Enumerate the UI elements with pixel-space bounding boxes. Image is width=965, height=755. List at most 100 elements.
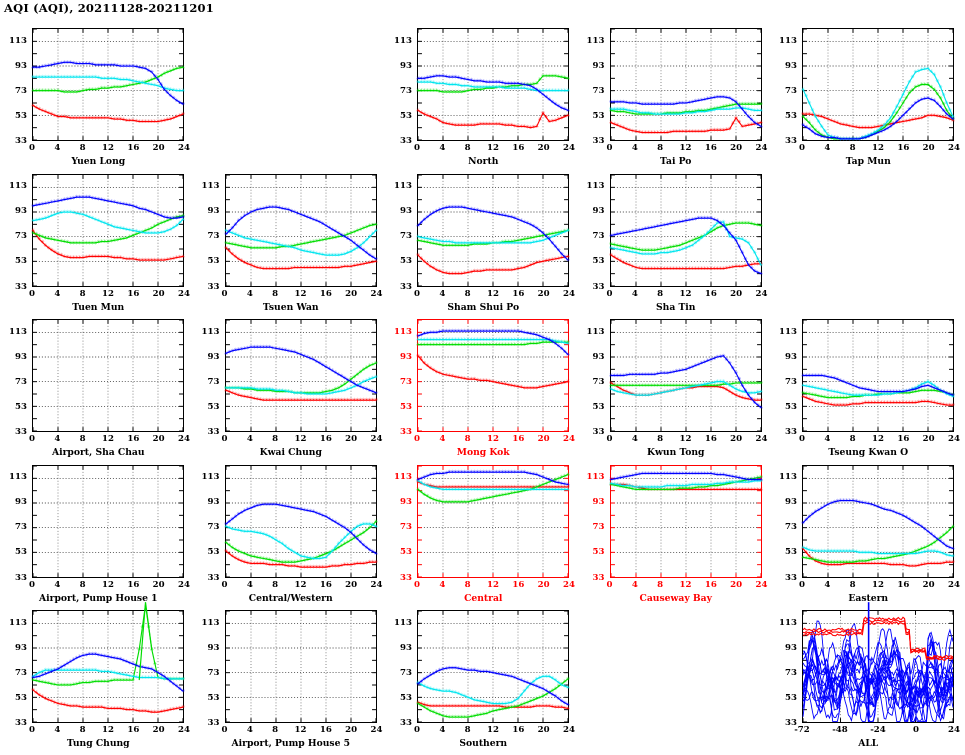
x-tick-label: 16 (127, 288, 140, 299)
svg-text:✳: ✳ (301, 213, 305, 219)
svg-text:✳: ✳ (563, 75, 567, 81)
svg-text:✳: ✳ (752, 398, 756, 404)
svg-text:✳: ✳ (503, 705, 507, 711)
svg-text:✳: ✳ (882, 125, 886, 131)
svg-text:✳: ✳ (733, 387, 737, 393)
svg-text:✳: ✳ (680, 129, 684, 135)
plot-svg-all (802, 602, 954, 723)
svg-text:✳: ✳ (652, 130, 656, 136)
svg-text:✳: ✳ (248, 395, 252, 401)
y-tick-label: 73 (400, 85, 412, 96)
svg-text:✳: ✳ (715, 483, 719, 489)
svg-text:✳: ✳ (137, 257, 141, 263)
svg-text:✳: ✳ (78, 115, 82, 121)
svg-text:✳: ✳ (305, 392, 309, 398)
panel-title-north: North (468, 156, 499, 167)
svg-text:✳: ✳ (46, 681, 50, 687)
svg-text:✳: ✳ (630, 109, 634, 115)
svg-text:✳: ✳ (550, 338, 554, 344)
svg-text:✳: ✳ (31, 203, 35, 209)
svg-text:✳: ✳ (333, 398, 337, 404)
svg-text:✳: ✳ (258, 560, 262, 566)
svg-text:✳: ✳ (882, 400, 886, 406)
x-tick-label: 8 (849, 579, 856, 590)
y-tick-label: 113 (9, 617, 27, 628)
svg-text:✳: ✳ (463, 376, 467, 382)
svg-text:✳: ✳ (758, 380, 762, 386)
svg-text:✳: ✳ (506, 673, 510, 679)
svg-text:✳: ✳ (270, 398, 274, 404)
svg-text:✳: ✳ (125, 256, 129, 262)
svg-text:✳: ✳ (516, 489, 520, 495)
svg-text:✳: ✳ (78, 681, 82, 687)
svg-text:✳: ✳ (494, 85, 498, 91)
x-tick-label: 16 (897, 434, 910, 444)
svg-text:✳: ✳ (923, 82, 927, 88)
svg-text:✳: ✳ (497, 703, 501, 709)
svg-text:✳: ✳ (416, 252, 420, 258)
svg-text:✳: ✳ (422, 80, 426, 86)
y-tick-label: 33 (15, 281, 27, 292)
svg-text:✳: ✳ (503, 486, 507, 492)
y-tick-label: 53 (785, 692, 797, 703)
svg-text:✳: ✳ (816, 133, 820, 139)
svg-text:✳: ✳ (425, 363, 429, 369)
x-tick-label: 0 (221, 434, 228, 444)
svg-text:✳: ✳ (510, 123, 514, 129)
svg-text:✳: ✳ (59, 197, 63, 203)
svg-text:✳: ✳ (336, 563, 340, 569)
svg-text:✳: ✳ (494, 342, 498, 348)
svg-text:✳: ✳ (752, 121, 756, 127)
svg-text:✳: ✳ (472, 377, 476, 383)
svg-text:✳: ✳ (239, 386, 243, 392)
svg-text:✳: ✳ (633, 472, 637, 478)
svg-text:✳: ✳ (621, 260, 625, 266)
svg-text:✳: ✳ (510, 486, 514, 492)
svg-text:✳: ✳ (705, 128, 709, 134)
svg-text:✳: ✳ (264, 205, 268, 211)
svg-text:✳: ✳ (280, 559, 284, 565)
svg-text:✳: ✳ (724, 222, 728, 228)
svg-text:✳: ✳ (693, 110, 697, 116)
series-line-cyan (610, 479, 761, 488)
svg-text:✳: ✳ (134, 204, 138, 210)
svg-text:✳: ✳ (733, 220, 737, 226)
svg-text:✳: ✳ (948, 552, 952, 558)
y-tick-label: 53 (400, 256, 412, 267)
svg-text:✳: ✳ (419, 76, 423, 82)
y-tick-label: 113 (586, 35, 605, 46)
svg-text:✳: ✳ (435, 342, 439, 348)
svg-text:✳: ✳ (516, 216, 520, 222)
svg-text:✳: ✳ (460, 666, 464, 672)
svg-text:✳: ✳ (425, 473, 429, 479)
svg-text:✳: ✳ (472, 84, 476, 90)
svg-text:✳: ✳ (425, 483, 429, 489)
svg-text:✳: ✳ (913, 387, 917, 393)
svg-text:✳: ✳ (143, 66, 147, 72)
svg-text:✳: ✳ (633, 486, 637, 492)
svg-text:✳: ✳ (690, 364, 694, 370)
series-line-cyan (32, 669, 183, 680)
x-tick-label: -24 (870, 725, 886, 735)
svg-text:✳: ✳ (608, 383, 612, 389)
svg-text:✳: ✳ (175, 223, 179, 229)
svg-text:✳: ✳ (481, 669, 485, 675)
y-tick-label: 53 (400, 692, 412, 703)
svg-text:✳: ✳ (727, 107, 731, 113)
svg-text:✳: ✳ (333, 519, 337, 525)
svg-text:✳: ✳ (541, 237, 545, 243)
svg-text:✳: ✳ (453, 690, 457, 696)
svg-text:✳: ✳ (680, 367, 684, 373)
svg-text:✳: ✳ (475, 241, 479, 247)
svg-text:✳: ✳ (813, 399, 817, 405)
svg-text:✳: ✳ (541, 88, 545, 94)
svg-text:✳: ✳ (708, 96, 712, 102)
svg-text:✳: ✳ (528, 699, 532, 705)
svg-text:✳: ✳ (422, 702, 426, 708)
svg-text:✳: ✳ (460, 329, 464, 335)
plot-area-mong-kok: ✳ ✳ ✳ ✳ ✳ ✳ ✳ ✳ ✳ ✳ ✳ ✳ ✳ ✳ ✳ ✳ ✳ ✳ ✳ ✳ ✳ ✳ ✳ ✳ ✳ ✳ ✳ ✳ ✳ ✳ ✳ ✳ ✳ ✳ ✳ ✳ ✳ ✳ ✳ ✳… (416, 319, 570, 432)
svg-text:✳: ✳ (84, 213, 88, 219)
svg-text:✳: ✳ (801, 546, 805, 552)
x-tick-label: 8 (657, 288, 664, 299)
svg-text:✳: ✳ (740, 250, 744, 256)
